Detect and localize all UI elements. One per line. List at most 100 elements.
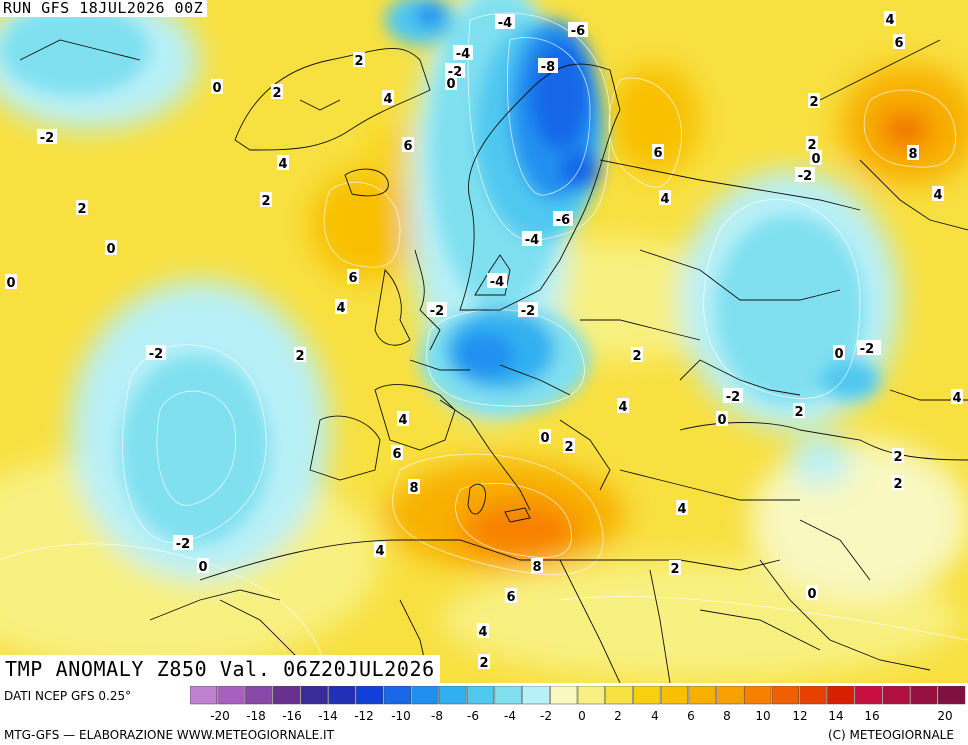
- contour-label: 4: [617, 398, 629, 415]
- contour-label-text: 4: [660, 192, 669, 207]
- contour-label: 2: [271, 84, 283, 101]
- contour-label: -2: [795, 167, 815, 184]
- contour-label-bg: [892, 475, 904, 490]
- credits: MTG-GFS — ELABORAZIONE WWW.METEOGIORNALE…: [4, 728, 334, 742]
- legend-tick-label: 10: [755, 709, 770, 723]
- contour-label: 0: [833, 345, 845, 362]
- contour-label-bg: [531, 558, 543, 573]
- legend-swatch: [190, 686, 217, 705]
- contour-label-text: 2: [632, 349, 641, 364]
- contour-label-text: 2: [77, 202, 86, 217]
- legend-tick-label: 12: [792, 709, 807, 723]
- legend-swatch: [272, 686, 301, 705]
- contour-label-text: 2: [354, 54, 363, 69]
- contour-label-text: 8: [409, 481, 418, 496]
- contour-label-text: 4: [677, 502, 686, 517]
- contour-label-text: 0: [540, 431, 549, 446]
- contour-label-bg: [495, 14, 515, 29]
- temperature-anomaly-map: -4-6-4-20-82024-26402620642-2-6-4-4-2-26…: [0, 0, 968, 683]
- contour-label-bg: [445, 63, 465, 78]
- contour-label-text: -4: [525, 233, 539, 248]
- contour-label-bg: [197, 558, 209, 573]
- contour-label-bg: [539, 429, 551, 444]
- contour-label-text: -2: [860, 342, 874, 357]
- contour-label-bg: [553, 211, 573, 226]
- legend-tick-label: 2: [614, 709, 622, 723]
- legend-swatch: [522, 686, 550, 705]
- contour-label: 8: [408, 479, 420, 496]
- contour-label-text: -2: [521, 304, 535, 319]
- contour-label-bg: [408, 479, 420, 494]
- contour-label: 2: [669, 560, 681, 577]
- contour-label-text: 0: [6, 276, 15, 291]
- copyright: (C) METEOGIORNALE: [828, 728, 954, 742]
- contour-label-bg: [445, 75, 457, 90]
- contour-label: 2: [76, 200, 88, 217]
- legend-tick-label: -20: [210, 709, 230, 723]
- contour-label: 4: [374, 542, 386, 559]
- contour-label-text: 4: [336, 301, 345, 316]
- contour-label-bg: [884, 11, 896, 26]
- contour-label: -4: [453, 45, 473, 62]
- contour-label: -4: [522, 231, 542, 248]
- contour-label: -4: [495, 14, 515, 31]
- legend-swatch: [411, 686, 439, 705]
- legend-swatch: [439, 686, 467, 705]
- contour-label-text: 6: [392, 447, 401, 462]
- contour-label: 8: [531, 558, 543, 575]
- contour-label-text: -4: [490, 275, 504, 290]
- contour-label-bg: [173, 535, 193, 550]
- contour-label-text: -2: [430, 304, 444, 319]
- contour-label: 0: [197, 558, 209, 575]
- legend-swatch: [799, 686, 827, 705]
- contour-label: 2: [260, 192, 272, 209]
- legend-swatch: [328, 686, 356, 705]
- contour-label-text: 2: [893, 477, 902, 492]
- contour-label-bg: [374, 542, 386, 557]
- contour-label-text: 4: [933, 188, 942, 203]
- legend-swatch: [494, 686, 522, 705]
- legend-tick-label: -4: [504, 709, 516, 723]
- contour-label: 4: [335, 299, 347, 316]
- contour-label-text: 6: [894, 36, 903, 51]
- legend-swatch: [882, 686, 910, 705]
- contour-label-bg: [793, 403, 805, 418]
- legend-swatch: [383, 686, 411, 705]
- contour-label: -8: [538, 58, 558, 75]
- contour-label-text: 2: [479, 656, 488, 671]
- contour-label-bg: [951, 389, 963, 404]
- contour-label-bg: [518, 302, 538, 317]
- legend-swatch: [938, 686, 966, 705]
- contour-label: -2: [427, 302, 447, 319]
- contour-labels: -4-6-4-20-82024-26402620642-2-6-4-4-2-26…: [5, 11, 963, 671]
- contour-label-bg: [907, 145, 919, 160]
- contour-label: 4: [277, 155, 289, 172]
- legend-tick-label: 6: [687, 709, 695, 723]
- legend-tick-label: -16: [282, 709, 302, 723]
- legend-swatch: [577, 686, 605, 705]
- contour-label-bg: [382, 90, 394, 105]
- contour-label-bg: [105, 240, 117, 255]
- contour-label-bg: [522, 231, 542, 246]
- contour-label: 4: [477, 623, 489, 640]
- contour-label-text: 0: [446, 77, 455, 92]
- contour-label: -6: [568, 22, 588, 39]
- contour-label: 2: [631, 347, 643, 364]
- isolines: [0, 12, 968, 683]
- contour-label: -2: [173, 535, 193, 552]
- contour-label-bg: [857, 340, 877, 355]
- contour-label: 6: [391, 445, 403, 462]
- contour-label: 4: [382, 90, 394, 107]
- contour-label-bg: [806, 585, 818, 600]
- contour-label-text: -4: [456, 47, 470, 62]
- contour-label: 2: [806, 136, 818, 153]
- contour-label-bg: [37, 129, 57, 144]
- contour-label-text: 2: [809, 95, 818, 110]
- legend-swatch: [910, 686, 938, 705]
- legend-swatch: [605, 686, 633, 705]
- contour-label-bg: [260, 192, 272, 207]
- contour-label: -4: [487, 273, 507, 290]
- legend-swatch: [633, 686, 661, 705]
- contour-label-text: 2: [794, 405, 803, 420]
- contour-label-bg: [277, 155, 289, 170]
